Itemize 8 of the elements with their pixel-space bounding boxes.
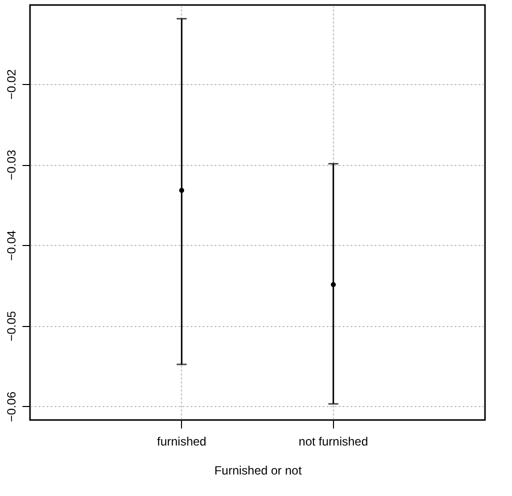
y-tick-label: −0.03 — [4, 150, 18, 180]
y-tick-label: −0.05 — [4, 310, 18, 342]
y-tick-label: −0.06 — [4, 391, 18, 422]
x-tick-label: not furnished — [298, 434, 368, 448]
x-axis-title: Furnished or not — [214, 464, 302, 478]
y-tick-label: −0.02 — [4, 68, 18, 100]
x-tick-label: furnished — [156, 434, 206, 448]
y-tick-label: −0.04 — [4, 230, 18, 261]
